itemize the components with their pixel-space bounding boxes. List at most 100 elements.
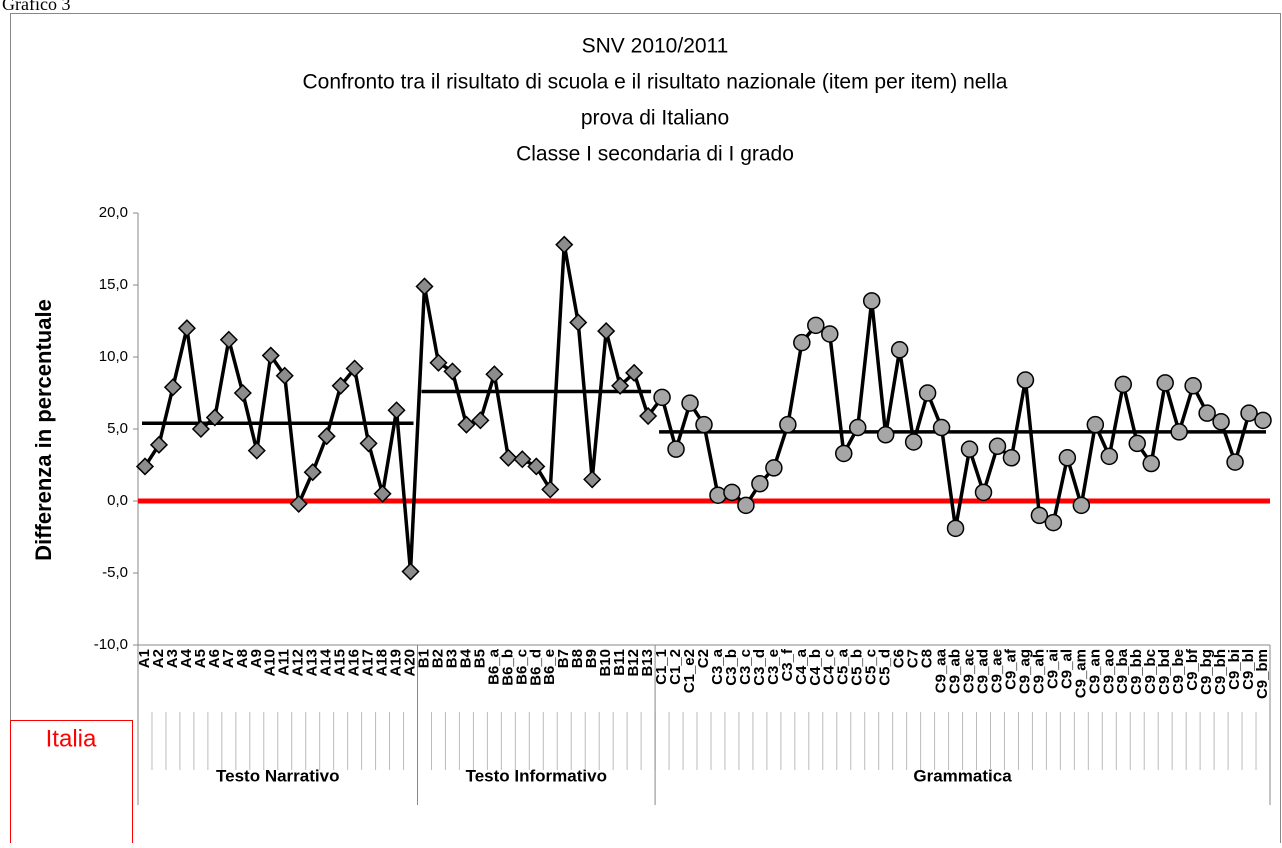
marker: [247, 441, 266, 460]
marker: [331, 376, 350, 395]
marker: [862, 292, 881, 310]
x-tick-label: A18: [374, 649, 391, 677]
marker: [261, 346, 280, 365]
group-label: Grammatica: [913, 766, 1012, 785]
x-tick-label: A5: [192, 649, 209, 668]
marker: [443, 362, 462, 381]
x-tick-label: C9_be: [1170, 649, 1187, 694]
x-tick-label: A13: [304, 649, 321, 677]
y-tick-label: 0,0: [107, 492, 128, 509]
marker: [429, 353, 448, 372]
x-tick-label: C1_1: [653, 649, 670, 685]
marker: [457, 415, 476, 434]
x-tick-label: A12: [290, 649, 307, 677]
x-tick-label: C9_bh: [1212, 649, 1229, 695]
x-tick-label: B6_b: [499, 649, 516, 686]
x-tick-label: C9_bf: [1184, 648, 1201, 691]
x-tick-label: B2: [429, 649, 446, 668]
marker: [415, 277, 434, 296]
marker: [848, 418, 867, 437]
marker: [275, 366, 294, 385]
x-tick-label: C4_c: [821, 649, 838, 685]
x-tick-label: C9_af: [1002, 648, 1019, 690]
x-tick-label: B8: [569, 649, 586, 668]
x-tick-label: C9_bg: [1198, 649, 1215, 695]
y-tick-label: -10,0: [94, 636, 128, 653]
marker: [1128, 434, 1146, 453]
x-tick-label: C4_a: [793, 648, 810, 685]
marker: [471, 411, 490, 430]
y-tick-label: 15,0: [99, 276, 128, 293]
marker: [667, 440, 685, 458]
marker: [1254, 411, 1272, 430]
x-tick-label: B5: [471, 649, 488, 668]
marker: [779, 415, 797, 434]
marker: [205, 408, 224, 427]
marker: [904, 433, 923, 451]
x-tick-label: C9_bd: [1156, 649, 1173, 695]
marker: [751, 474, 769, 493]
x-tick-label: C9_am: [1072, 649, 1089, 698]
x-tick-label: C3_a: [709, 648, 726, 685]
marker: [1030, 506, 1049, 525]
marker: [1226, 453, 1244, 471]
x-tick-label: C3_e: [765, 649, 782, 685]
x-tick-label: C9_bb: [1128, 649, 1145, 695]
x-tick-label: C9_bl: [1240, 649, 1257, 690]
marker: [1212, 413, 1230, 431]
marker: [611, 376, 630, 395]
x-tick-label: B12: [625, 649, 642, 677]
x-tick-label: A11: [276, 649, 293, 676]
marker: [191, 419, 210, 439]
x-tick-label: C3_b: [723, 649, 740, 686]
marker: [583, 470, 602, 489]
marker: [149, 435, 169, 454]
marker: [569, 313, 588, 332]
x-tick-label: B6_e: [541, 649, 558, 685]
marker: [597, 322, 616, 341]
marker: [373, 484, 392, 503]
x-tick-label: C3_f: [779, 648, 796, 682]
marker: [219, 330, 238, 349]
marker: [513, 450, 532, 469]
x-tick-label: A7: [220, 649, 237, 668]
marker: [765, 459, 783, 477]
x-tick-label: C5_a: [835, 648, 852, 685]
x-tick-label: C5_c: [863, 649, 880, 685]
x-tick-label: C9_ag: [1016, 649, 1033, 694]
marker: [1240, 404, 1258, 422]
marker: [177, 319, 196, 338]
marker: [974, 483, 993, 502]
x-tick-label: C9_al: [1058, 649, 1075, 689]
x-tick-label: B13: [639, 649, 656, 677]
x-tick-label: A4: [178, 648, 195, 668]
chart-title: SNV 2010/2011: [582, 35, 729, 58]
marker: [387, 401, 406, 420]
x-tick-label: C9_bi: [1226, 649, 1243, 690]
x-tick-label: C9_bm: [1254, 649, 1271, 699]
x-tick-label: B6_d: [527, 649, 544, 686]
x-tick-label: C9_ab: [947, 649, 964, 694]
chart-title: prova di Italiano: [581, 107, 729, 130]
marker: [401, 562, 420, 581]
marker: [555, 235, 574, 254]
marker: [135, 457, 155, 476]
x-tick-label: C9_ao: [1100, 649, 1117, 694]
x-tick-label: A1: [136, 649, 153, 668]
marker: [1184, 377, 1202, 395]
x-tick-label: C9_bc: [1142, 649, 1159, 694]
marker: [932, 418, 951, 437]
x-tick-label: B6_c: [513, 649, 530, 685]
x-tick-label: C9_aa: [933, 648, 950, 693]
marker: [960, 440, 979, 458]
x-tick-label: B10: [597, 649, 614, 677]
x-tick-label: B4: [457, 648, 474, 668]
marker: [527, 457, 546, 476]
chart-title: Confronto tra il risultato di scuola e i…: [303, 71, 1008, 94]
marker: [233, 383, 252, 403]
marker: [1002, 449, 1021, 467]
x-tick-label: A14: [318, 648, 335, 676]
x-tick-label: C9_ai: [1044, 649, 1061, 689]
x-tick-label: A20: [401, 649, 418, 677]
y-tick-label: -5,0: [102, 564, 128, 581]
